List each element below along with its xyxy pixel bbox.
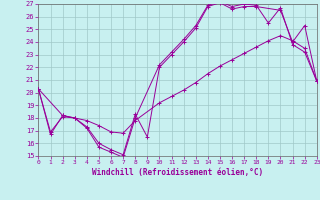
X-axis label: Windchill (Refroidissement éolien,°C): Windchill (Refroidissement éolien,°C) — [92, 168, 263, 177]
